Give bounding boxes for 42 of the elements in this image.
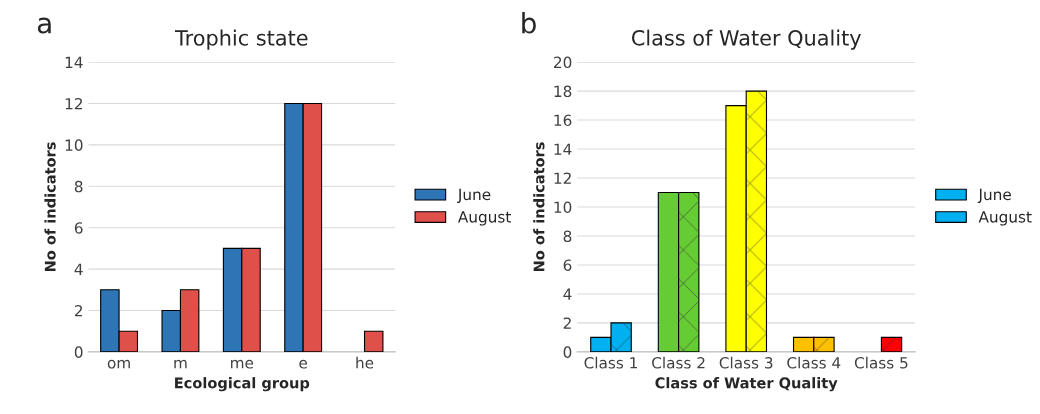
y-tick-label: 4	[563, 288, 572, 300]
chart-title: Trophic state	[174, 29, 308, 50]
x-tick-label: Class 3	[719, 356, 773, 369]
y-tick-label: 4	[74, 263, 83, 275]
y-tick-label: 8	[74, 180, 83, 193]
y-tick-label: 6	[74, 222, 83, 234]
x-axis-title: Class of Water Quality	[655, 377, 838, 392]
x-tick-label: m	[174, 359, 187, 369]
y-tick-label: 2	[74, 304, 83, 317]
legend-label: August	[457, 211, 511, 226]
x-tick-label: Class 2	[652, 356, 705, 369]
legend-label: August	[978, 211, 1032, 226]
y-tick-label: 10	[65, 139, 83, 151]
x-tick-label: Class 5	[854, 356, 908, 369]
y-tick-label: 2	[563, 317, 571, 329]
x-tick-label: om	[107, 359, 130, 369]
y-tick-label: 6	[563, 259, 572, 271]
text: a	[37, 17, 51, 34]
y-tick-label: 0	[74, 346, 83, 358]
y-tick-label: 20	[554, 56, 572, 69]
x-tick-label: me	[231, 359, 254, 369]
x-tick-label: he	[356, 356, 374, 369]
legend-label: June	[457, 188, 491, 204]
y-axis-title: No of indicators	[44, 142, 56, 272]
x-tick-label: Class 1	[584, 356, 637, 369]
y-tick-label: 16	[554, 114, 572, 127]
bar	[363, 330, 384, 352]
x-tick-label: e	[299, 359, 308, 369]
x-tick-label: Class 4	[787, 356, 841, 369]
y-tick-label: 10	[554, 201, 572, 214]
y-tick-label: 12	[554, 172, 571, 184]
y-tick-label: 14	[554, 143, 572, 155]
chart-title: Class of Water Quality	[631, 29, 861, 50]
y-tick-label: 0	[563, 346, 572, 358]
legend-label: June	[977, 188, 1011, 204]
y-tick-label: 18	[554, 85, 572, 98]
y-tick-label: 8	[563, 230, 572, 242]
y-axis-title: No of indicators	[533, 142, 545, 272]
x-axis-title: Ecological group	[175, 377, 310, 392]
y-tick-label: 14	[65, 56, 83, 68]
text: b	[522, 12, 536, 34]
y-tick-label: 12	[65, 97, 83, 110]
